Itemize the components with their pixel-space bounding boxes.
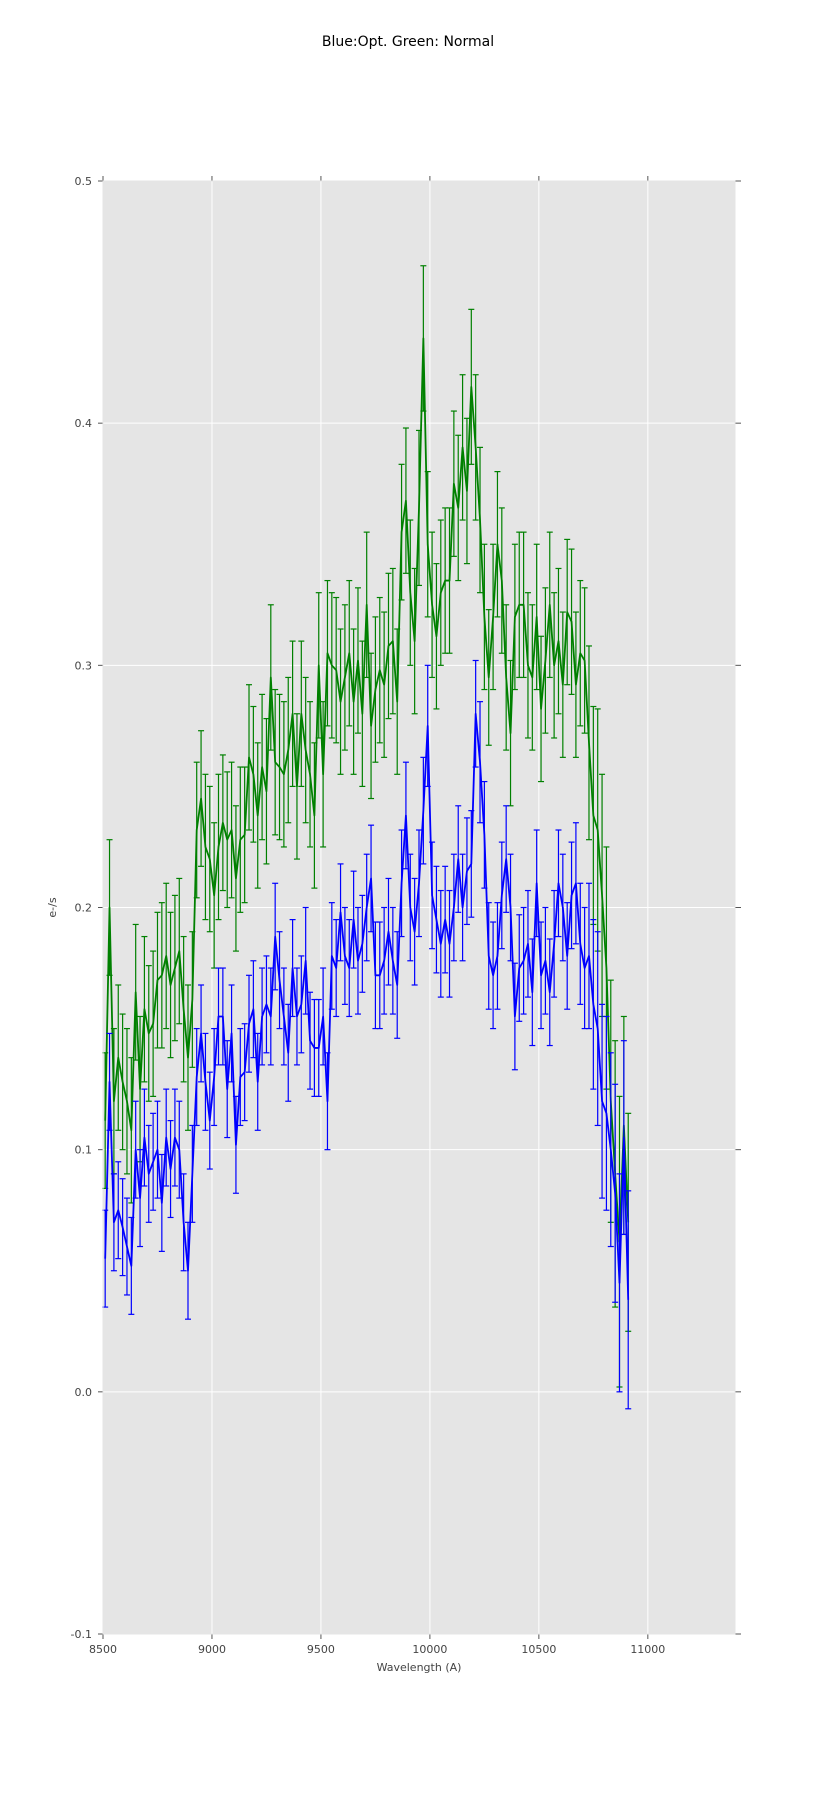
x-tick-label: 11000 — [630, 1643, 665, 1656]
x-tick-label: 9000 — [198, 1643, 226, 1656]
y-axis-label: e-/s — [46, 897, 59, 917]
series-line — [104, 337, 630, 1243]
x-tick-label: 8500 — [89, 1643, 117, 1656]
x-axis-label: Wavelength (A) — [377, 1661, 462, 1674]
y-tick-label: 0.4 — [75, 417, 93, 430]
series-1 — [102, 265, 632, 1388]
series-2 — [102, 659, 632, 1410]
y-tick-label: 0.2 — [75, 902, 93, 915]
y-tick-label: 0.0 — [75, 1386, 93, 1399]
x-tick-label: 9500 — [307, 1643, 335, 1656]
x-tick-label: 10000 — [412, 1643, 447, 1656]
axis-ticks: -0.1 0.0 0.1 0.2 0.3 0.4 0.5 8500 9000 9500 10000 1… — [71, 175, 741, 1656]
y-tick-label: 0.1 — [75, 1144, 93, 1157]
x-tick-label: 10500 — [521, 1643, 556, 1656]
chart-title: Blue:Opt. Green: Normal — [322, 34, 494, 50]
y-tick-label: -0.1 — [71, 1628, 92, 1641]
y-tick-label: 0.5 — [75, 175, 93, 188]
y-tick-label: 0.3 — [75, 659, 93, 672]
plot-frame — [102, 180, 736, 1635]
series-layer — [102, 265, 632, 1410]
series-line — [104, 712, 630, 1300]
